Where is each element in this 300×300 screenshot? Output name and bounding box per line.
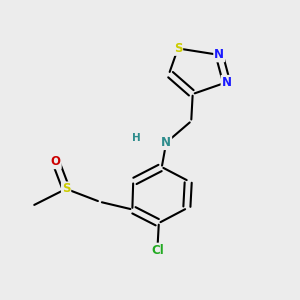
Text: N: N — [214, 48, 224, 62]
Text: Cl: Cl — [151, 244, 164, 256]
Text: S: S — [174, 42, 182, 55]
Text: N: N — [222, 76, 232, 89]
Text: O: O — [51, 155, 61, 168]
Text: N: N — [161, 136, 171, 149]
Text: H: H — [132, 133, 140, 143]
Text: S: S — [62, 182, 70, 195]
